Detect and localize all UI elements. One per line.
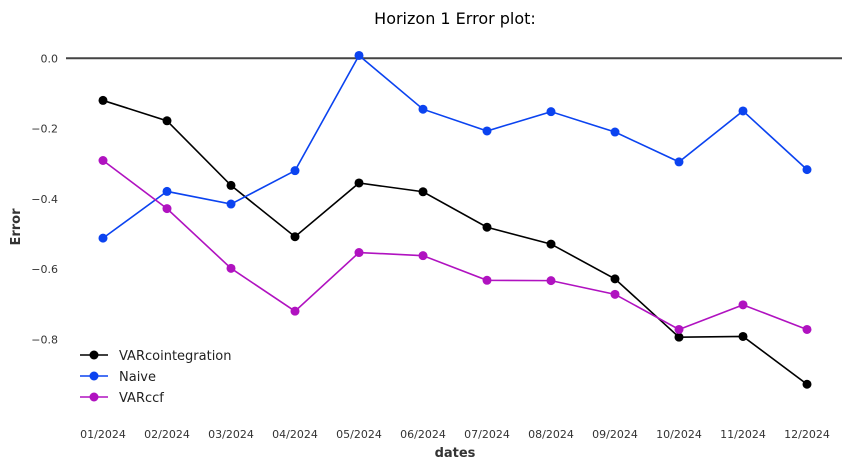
data-point-varccf	[418, 251, 428, 261]
y-tick-label: 0.0	[41, 52, 59, 65]
data-point-varcointegration	[226, 180, 236, 190]
x-tick-label: 09/2024	[592, 428, 638, 441]
series-varcointegration	[98, 95, 812, 389]
data-point-varccf	[738, 300, 748, 310]
x-tick-label: 04/2024	[272, 428, 318, 441]
data-point-naive	[162, 186, 172, 196]
data-point-varcointegration	[290, 232, 300, 242]
x-axis-title: dates	[435, 446, 476, 461]
data-point-naive	[354, 50, 364, 60]
legend-swatch-marker	[89, 371, 99, 381]
x-axis-ticks: 01/2024 02/2024 03/2024 04/2024 05/2024 06/20…	[80, 428, 830, 441]
data-point-naive	[226, 199, 236, 209]
x-tick-label: 03/2024	[208, 428, 254, 441]
data-point-varccf	[226, 263, 236, 273]
legend-swatch-marker	[89, 392, 99, 402]
data-point-varccf	[674, 324, 684, 334]
legend-item-varccf: VARccf	[80, 391, 164, 406]
series-line-varccf	[102, 159, 808, 331]
data-point-naive	[610, 127, 620, 137]
x-tick-label: 07/2024	[464, 428, 510, 441]
data-point-varcointegration	[98, 95, 108, 105]
data-point-varcointegration	[354, 178, 364, 188]
x-tick-label: 11/2024	[720, 428, 766, 441]
data-point-naive	[98, 233, 108, 243]
legend-label: VARcointegration	[119, 349, 232, 364]
y-axis-ticks: 0.0 −0.2 −0.4 −0.6 −0.8	[31, 52, 58, 346]
data-point-varcointegration	[418, 187, 428, 197]
y-tick-label: −0.4	[31, 193, 58, 206]
legend: VARcointegration Naive VARccf	[80, 349, 232, 406]
y-tick-label: −0.6	[31, 263, 58, 276]
data-point-naive	[482, 126, 492, 136]
y-axis-title: Error	[9, 208, 24, 246]
data-point-varcointegration	[546, 239, 556, 249]
series-line-varcointegration	[102, 99, 808, 385]
data-point-naive	[418, 104, 428, 114]
legend-swatch-marker	[89, 350, 99, 360]
data-point-varccf	[546, 276, 556, 286]
series-layer	[98, 50, 812, 389]
series-naive	[98, 50, 812, 243]
legend-label: VARccf	[119, 391, 164, 406]
legend-item-naive: Naive	[80, 370, 156, 385]
x-tick-label: 10/2024	[656, 428, 702, 441]
data-point-varccf	[354, 248, 364, 258]
legend-label: Naive	[119, 370, 156, 385]
data-point-varcointegration	[802, 379, 812, 389]
x-tick-label: 06/2024	[400, 428, 446, 441]
data-point-naive	[546, 107, 556, 117]
x-tick-label: 01/2024	[80, 428, 126, 441]
x-tick-label: 02/2024	[144, 428, 190, 441]
data-point-naive	[674, 157, 684, 167]
data-point-varccf	[610, 289, 620, 299]
legend-item-varcointegration: VARcointegration	[80, 349, 232, 364]
data-point-varcointegration	[674, 332, 684, 342]
data-point-naive	[738, 106, 748, 116]
data-point-varccf	[802, 324, 812, 334]
data-point-varcointegration	[610, 274, 620, 284]
x-tick-label: 08/2024	[528, 428, 574, 441]
data-point-varccf	[162, 204, 172, 214]
data-point-varcointegration	[162, 116, 172, 126]
data-point-varccf	[290, 306, 300, 316]
data-point-varccf	[482, 275, 492, 285]
y-tick-label: −0.8	[31, 333, 58, 346]
series-line-naive	[102, 54, 808, 239]
data-point-varccf	[98, 155, 108, 165]
series-varccf	[98, 155, 812, 334]
data-point-varcointegration	[738, 331, 748, 341]
data-point-varcointegration	[482, 222, 492, 232]
chart-title: Horizon 1 Error plot:	[374, 9, 536, 28]
data-point-naive	[802, 165, 812, 175]
x-tick-label: 05/2024	[336, 428, 382, 441]
data-point-naive	[290, 166, 300, 176]
x-tick-label: 12/2024	[784, 428, 830, 441]
y-tick-label: −0.2	[31, 123, 58, 136]
